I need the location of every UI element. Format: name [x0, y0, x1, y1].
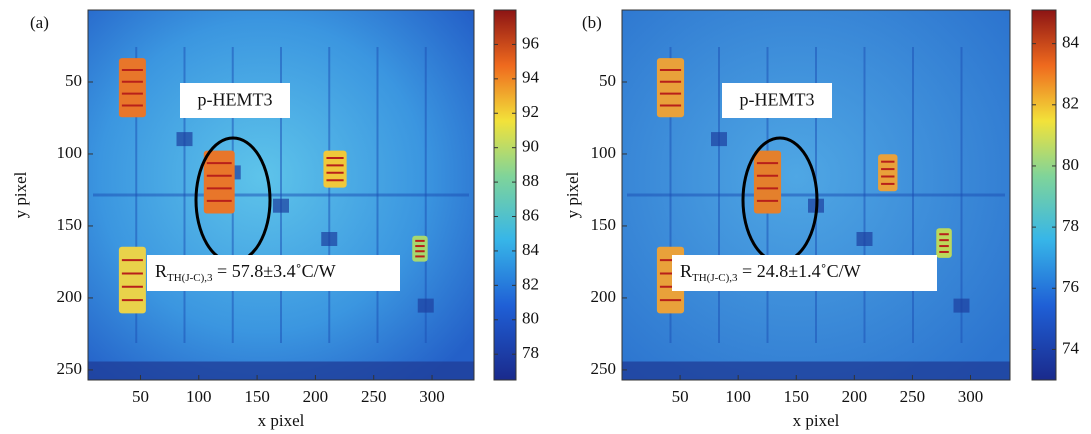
resistance-subscript: TH(J-C),3	[692, 272, 738, 284]
y-axis-label: y pixel	[11, 171, 30, 218]
resistance-text: = 57.8±3.4˚C/W	[213, 261, 336, 281]
hot-spot	[119, 247, 146, 314]
x-tick-label: 250	[361, 387, 387, 406]
colorbar-tick-label: 80	[522, 309, 539, 328]
hot-spot	[657, 58, 684, 117]
x-tick-label: 100	[186, 387, 212, 406]
circuit-pad	[273, 199, 289, 213]
resistance-symbol: R	[155, 261, 167, 281]
panel-label: (b)	[582, 13, 602, 32]
resistance-text: = 24.8±1.4˚C/W	[738, 261, 861, 281]
x-tick-label: 250	[900, 387, 926, 406]
x-tick-label: 300	[958, 387, 984, 406]
hot-spot	[878, 154, 897, 191]
resistance-symbol: R	[680, 261, 692, 281]
hot-spot	[412, 236, 427, 262]
colorbar	[1032, 10, 1056, 380]
x-axis-label: x pixel	[793, 411, 840, 430]
colorbar-tick-label: 82	[522, 274, 539, 293]
x-tick-label: 150	[244, 387, 270, 406]
colorbar-tick-label: 88	[522, 171, 539, 190]
circuit-pad	[857, 232, 873, 246]
resistance-subscript: TH(J-C),3	[167, 272, 213, 284]
y-tick-label: 150	[57, 215, 83, 234]
x-tick-label: 50	[132, 387, 149, 406]
panel-label: (a)	[30, 13, 49, 32]
x-tick-label: 50	[672, 387, 689, 406]
y-tick-label: 100	[591, 143, 617, 162]
y-axis-label: y pixel	[563, 171, 582, 218]
colorbar-tick-label: 80	[1062, 155, 1079, 174]
image-bottom-band	[88, 362, 474, 381]
x-tick-label: 300	[419, 387, 445, 406]
y-tick-label: 100	[57, 143, 83, 162]
device-label: p-HEMT3	[740, 90, 815, 110]
y-tick-label: 50	[65, 71, 82, 90]
hot-spot	[323, 151, 346, 188]
circuit-pad	[321, 232, 337, 246]
circuit-pad	[418, 299, 434, 313]
circuit-pad	[177, 132, 193, 146]
hot-spot	[936, 228, 952, 258]
colorbar-tick-label: 94	[522, 68, 540, 87]
colorbar-tick-label: 92	[522, 102, 539, 121]
colorbar	[494, 10, 516, 380]
colorbar-tick-label: 76	[1062, 277, 1079, 296]
device-label: p-HEMT3	[198, 90, 273, 110]
y-tick-label: 50	[599, 71, 616, 90]
figure: 50 100 150 200 250 300 50 100 150 200 250 x pixel y …	[0, 0, 1091, 434]
colorbar-tick-label: 96	[522, 33, 539, 52]
x-tick-label: 100	[725, 387, 751, 406]
colorbar-tick-label: 84	[1062, 33, 1080, 52]
x-axis-label: x pixel	[258, 411, 305, 430]
y-tick-label: 150	[591, 215, 617, 234]
hot-spot	[754, 151, 781, 214]
y-tick-label: 250	[57, 359, 83, 378]
colorbar-tick-label: 86	[522, 205, 539, 224]
x-tick-label: 200	[842, 387, 868, 406]
colorbar-tick-label: 78	[522, 343, 539, 362]
y-tick-label: 250	[591, 359, 617, 378]
circuit-pad	[954, 299, 970, 313]
x-tick-label: 150	[784, 387, 810, 406]
colorbar-tick-label: 78	[1062, 216, 1079, 235]
y-tick-label: 200	[57, 287, 83, 306]
circuit-pad	[711, 132, 727, 146]
hot-spot	[119, 58, 146, 117]
hot-spot	[204, 151, 235, 214]
colorbar-tick-label: 74	[1062, 338, 1080, 357]
colorbar-tick-label: 90	[522, 137, 539, 156]
colorbar-tick-label: 82	[1062, 94, 1079, 113]
y-tick-label: 200	[591, 287, 617, 306]
x-tick-label: 200	[303, 387, 329, 406]
colorbar-tick-label: 84	[522, 240, 540, 259]
